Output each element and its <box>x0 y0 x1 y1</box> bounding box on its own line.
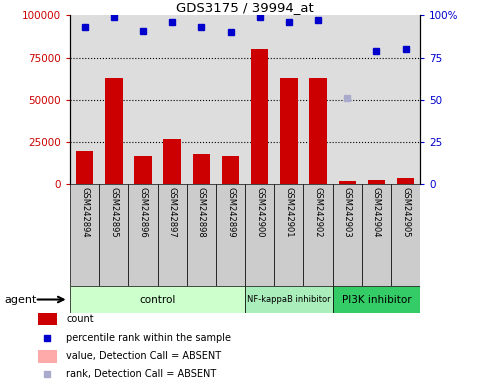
Bar <box>333 286 420 313</box>
Bar <box>362 184 391 286</box>
Text: GSM242896: GSM242896 <box>139 187 147 238</box>
Text: PI3K inhibitor: PI3K inhibitor <box>341 295 411 305</box>
Bar <box>76 151 93 184</box>
Text: agent: agent <box>5 295 37 305</box>
Text: GSM242905: GSM242905 <box>401 187 410 238</box>
Bar <box>128 184 157 286</box>
Text: GSM242901: GSM242901 <box>284 187 293 238</box>
Text: GSM242902: GSM242902 <box>313 187 323 238</box>
Bar <box>187 184 216 286</box>
Bar <box>222 156 239 184</box>
Text: GSM242894: GSM242894 <box>80 187 89 238</box>
Text: control: control <box>140 295 176 305</box>
Text: rank, Detection Call = ABSENT: rank, Detection Call = ABSENT <box>66 369 216 379</box>
Bar <box>303 184 333 286</box>
Text: GSM242903: GSM242903 <box>343 187 352 238</box>
Bar <box>70 184 99 286</box>
Text: value, Detection Call = ABSENT: value, Detection Call = ABSENT <box>66 351 222 361</box>
Bar <box>309 78 327 184</box>
Title: GDS3175 / 39994_at: GDS3175 / 39994_at <box>176 1 314 14</box>
Text: NF-kappaB inhibitor: NF-kappaB inhibitor <box>247 295 331 304</box>
Bar <box>216 184 245 286</box>
Bar <box>391 184 420 286</box>
Bar <box>339 181 356 184</box>
Bar <box>333 184 362 286</box>
Bar <box>134 156 152 184</box>
Bar <box>368 180 385 184</box>
Text: GSM242900: GSM242900 <box>255 187 264 238</box>
Bar <box>38 312 57 325</box>
Text: percentile rank within the sample: percentile rank within the sample <box>66 333 231 343</box>
Bar <box>193 154 210 184</box>
Text: GSM242897: GSM242897 <box>168 187 177 238</box>
Text: GSM242898: GSM242898 <box>197 187 206 238</box>
Bar <box>251 49 269 184</box>
Bar <box>105 78 123 184</box>
Bar <box>157 184 187 286</box>
Bar <box>280 78 298 184</box>
Bar <box>38 350 57 362</box>
Bar <box>274 184 303 286</box>
Text: GSM242899: GSM242899 <box>226 187 235 238</box>
Bar <box>163 139 181 184</box>
Bar <box>70 286 245 313</box>
Text: GSM242904: GSM242904 <box>372 187 381 238</box>
Text: count: count <box>66 314 94 324</box>
Bar <box>397 179 414 184</box>
Bar <box>99 184 128 286</box>
Bar <box>245 184 274 286</box>
Text: GSM242895: GSM242895 <box>109 187 118 238</box>
Bar <box>245 286 333 313</box>
